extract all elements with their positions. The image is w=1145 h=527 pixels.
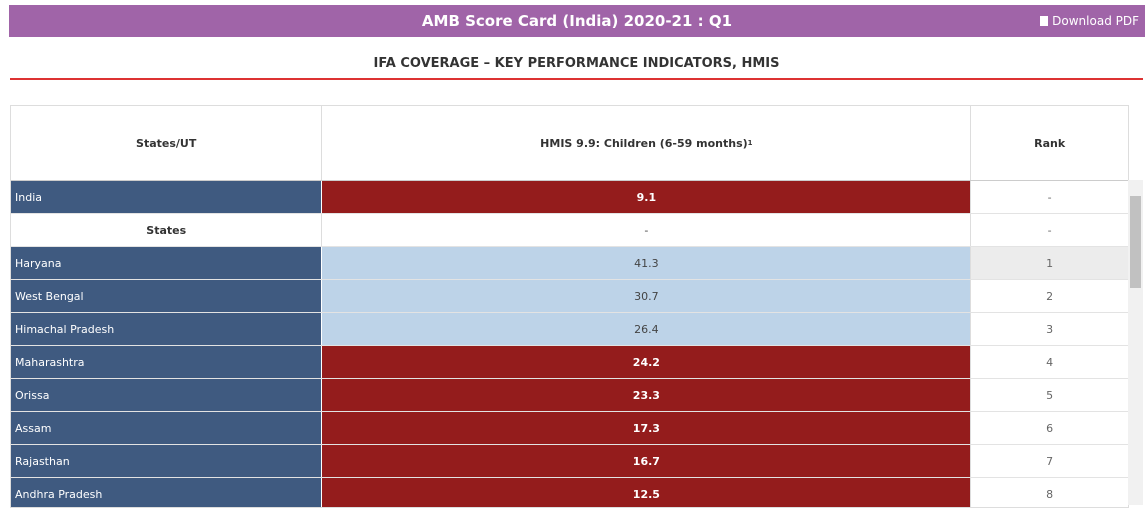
table-body: India 9.1- States - - Haryana 41.3 1 West Bengal… xyxy=(11,181,1128,507)
column-header: HMIS 9.9: Children (6-59 months) 1 xyxy=(322,106,972,180)
table-cell: - xyxy=(1047,190,1052,204)
table-header: States/UT HMIS 9.9: Children (6-59 month… xyxy=(11,106,1128,181)
table-cell: 16.7 xyxy=(322,445,972,477)
table-cell: 17.3 xyxy=(322,412,972,444)
table-cell: 4 xyxy=(1046,355,1054,369)
table-row: Assam 17.3 6 xyxy=(11,412,1128,445)
table-cell: 9.1 xyxy=(322,181,972,213)
footnote-mark: 1 xyxy=(747,139,753,147)
table-cell: - xyxy=(1047,223,1052,237)
title: AMB Score Card (India) 2020-21 : Q1 xyxy=(421,12,733,30)
table-cell: 2 xyxy=(1046,289,1054,303)
table-cell: 7 xyxy=(1046,454,1054,468)
divider xyxy=(10,78,1143,80)
table-cell: Assam xyxy=(11,412,323,444)
table-row: Rajasthan 16.7 7 xyxy=(11,445,1128,478)
scroll-thumb[interactable] xyxy=(1130,196,1141,288)
table-cell: 12.5 xyxy=(322,478,972,507)
table-row: West Bengal 30.7 2 xyxy=(11,280,1128,313)
column-label: HMIS 9.9: Children (6-59 months) xyxy=(540,136,748,150)
table-cell: 23.3 xyxy=(322,379,972,411)
table-cell: 5 xyxy=(1046,388,1054,402)
table-cell: 26.4 xyxy=(322,313,972,345)
subtitle: IFA COVERAGE – KEY PERFORMANCE INDICATOR… xyxy=(373,56,780,71)
table-row: Maharashtra 24.2 4 xyxy=(11,346,1128,379)
table-row: India 9.1 - xyxy=(11,181,1128,214)
table-row: Andhra Pradesh 12.5 8 xyxy=(11,478,1128,507)
table-cell: 8 xyxy=(1046,487,1054,501)
column-label: Rank xyxy=(1034,136,1066,150)
table-cell: 6 xyxy=(1046,421,1054,435)
table-cell: India xyxy=(11,181,323,213)
column-header: States/UT xyxy=(11,106,323,180)
table-cell: Himachal Pradesh xyxy=(11,313,323,345)
table-row: Himachal Pradesh 26.4 3 xyxy=(11,313,1128,346)
download-button[interactable]: Download PDF xyxy=(1040,14,1139,28)
table-cell: West Bengal xyxy=(11,280,323,312)
table-cell: Andhra Pradesh xyxy=(11,478,323,507)
table-row: Haryana 41.3 1 xyxy=(11,247,1128,280)
column-label: States/UT xyxy=(136,136,197,150)
table-cell: 24.2 xyxy=(322,346,972,378)
column-header: Rank xyxy=(971,106,1128,180)
table: States/UT HMIS 9.9: Children (6-59 month… xyxy=(10,105,1129,508)
table-cell: Orissa xyxy=(11,379,323,411)
table-row: States - - xyxy=(11,214,1128,247)
header-bar: AMB Score Card (India) 2020-21 : Q1 Down… xyxy=(9,5,1145,37)
table-cell: Haryana xyxy=(11,247,323,279)
table-cell: 41.3 xyxy=(322,247,972,279)
table-cell: - xyxy=(322,214,972,246)
scrollbar[interactable] xyxy=(1128,180,1143,505)
table-cell: 3 xyxy=(1046,322,1054,336)
table-cell: 1 xyxy=(971,247,1128,279)
table-cell: Maharashtra xyxy=(11,346,323,378)
table-cell: States xyxy=(11,214,323,246)
table-cell: 30.7 xyxy=(322,280,972,312)
table-cell: Rajasthan xyxy=(11,445,323,477)
table-row: Orissa 23.3 5 xyxy=(11,379,1128,412)
